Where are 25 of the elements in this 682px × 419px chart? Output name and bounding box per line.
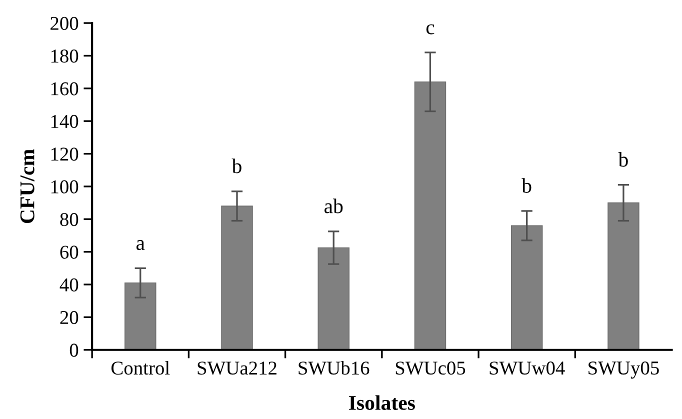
y-axis-title: CFU/cm [20, 149, 34, 224]
y-tick-label: 80 [60, 212, 78, 226]
x-tick-label: SWUy05 [588, 361, 659, 379]
x-tick-label: SWUa212 [198, 362, 276, 375]
y-tick-label: 0 [70, 344, 78, 357]
x-axis-title: Isolates [349, 395, 415, 410]
y-tick-label: 200 [50, 16, 78, 30]
y-tick-label: 20 [60, 311, 78, 324]
annotation: c [426, 24, 434, 34]
y-tick-label: 60 [60, 246, 78, 259]
annotation: b [618, 152, 628, 167]
x-tick-label: SWUb16 [298, 360, 370, 375]
annotation: ab [324, 198, 343, 214]
y-tick-label: 120 [51, 148, 78, 161]
x-tick-label: SWUc05 [396, 362, 466, 375]
x-tick-label: SWUw04 [490, 362, 565, 375]
y-tick-label: 140 [51, 114, 78, 128]
x-tick-label: Control [111, 360, 170, 375]
y-tick-label: 180 [51, 50, 78, 63]
y-tick-label: 40 [60, 278, 78, 292]
y-tick-label: 100 [51, 180, 78, 194]
y-tick-label: 160 [51, 82, 78, 96]
annotation: b [522, 178, 532, 193]
annotation: a [136, 240, 145, 250]
annotation: b [232, 158, 242, 174]
